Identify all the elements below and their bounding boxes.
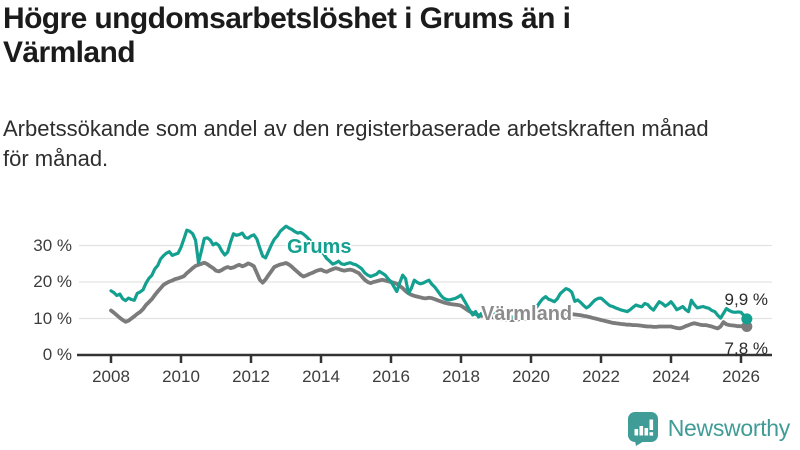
x-tick-label: 2018	[442, 367, 480, 386]
y-tick-label: 10 %	[33, 308, 72, 328]
page-title-line-2: Värmland	[3, 36, 136, 69]
x-tick-label: 2014	[302, 367, 340, 386]
y-tick-label: 0 %	[42, 345, 72, 364]
grums-line	[109, 224, 749, 321]
x-tick-label: 2022	[582, 367, 620, 386]
y-tick-label: 30 %	[33, 235, 72, 255]
chart-subtitle: Arbetssökande som andel av den registerb…	[3, 114, 793, 174]
page-title: Högre ungdomsarbetslöshet i Grums än i V…	[3, 2, 723, 70]
newsworthy-logo-icon[interactable]	[627, 411, 659, 446]
x-tick-label: 2020	[512, 367, 550, 386]
x-tick-label: 2024	[652, 367, 690, 386]
chart-subtitle-line-1: Arbetssökande som andel av den registerb…	[3, 116, 709, 141]
varmland-line	[109, 260, 749, 331]
speech-bubble-tail	[634, 441, 644, 446]
page-title-line-1: Högre ungdomsarbetslöshet i Grums än i	[3, 2, 571, 35]
varmland-end-value-label: 7,8 %	[724, 339, 768, 358]
varmland-end-dot	[741, 321, 753, 333]
x-tick-label: 2012	[232, 367, 270, 386]
x-tick-label: 2016	[372, 367, 410, 386]
chart-subtitle-line-2: för månad.	[3, 146, 109, 171]
y-tick-label: 20 %	[33, 272, 72, 291]
x-tick-label: 2008	[92, 367, 130, 386]
newsworthy-brand-text[interactable]: Newsworthy	[667, 415, 791, 441]
newsworthy-brand[interactable]: Newsworthy	[627, 411, 790, 446]
grums-end-dot	[741, 313, 753, 325]
grums-end-value-label: 9,9 %	[724, 290, 768, 309]
grums-series-label: Grums	[287, 236, 352, 258]
x-tick-label: 2010	[162, 367, 200, 386]
x-tick-label: 2026	[722, 367, 760, 386]
varmland-series-label: Värmland	[481, 303, 573, 325]
